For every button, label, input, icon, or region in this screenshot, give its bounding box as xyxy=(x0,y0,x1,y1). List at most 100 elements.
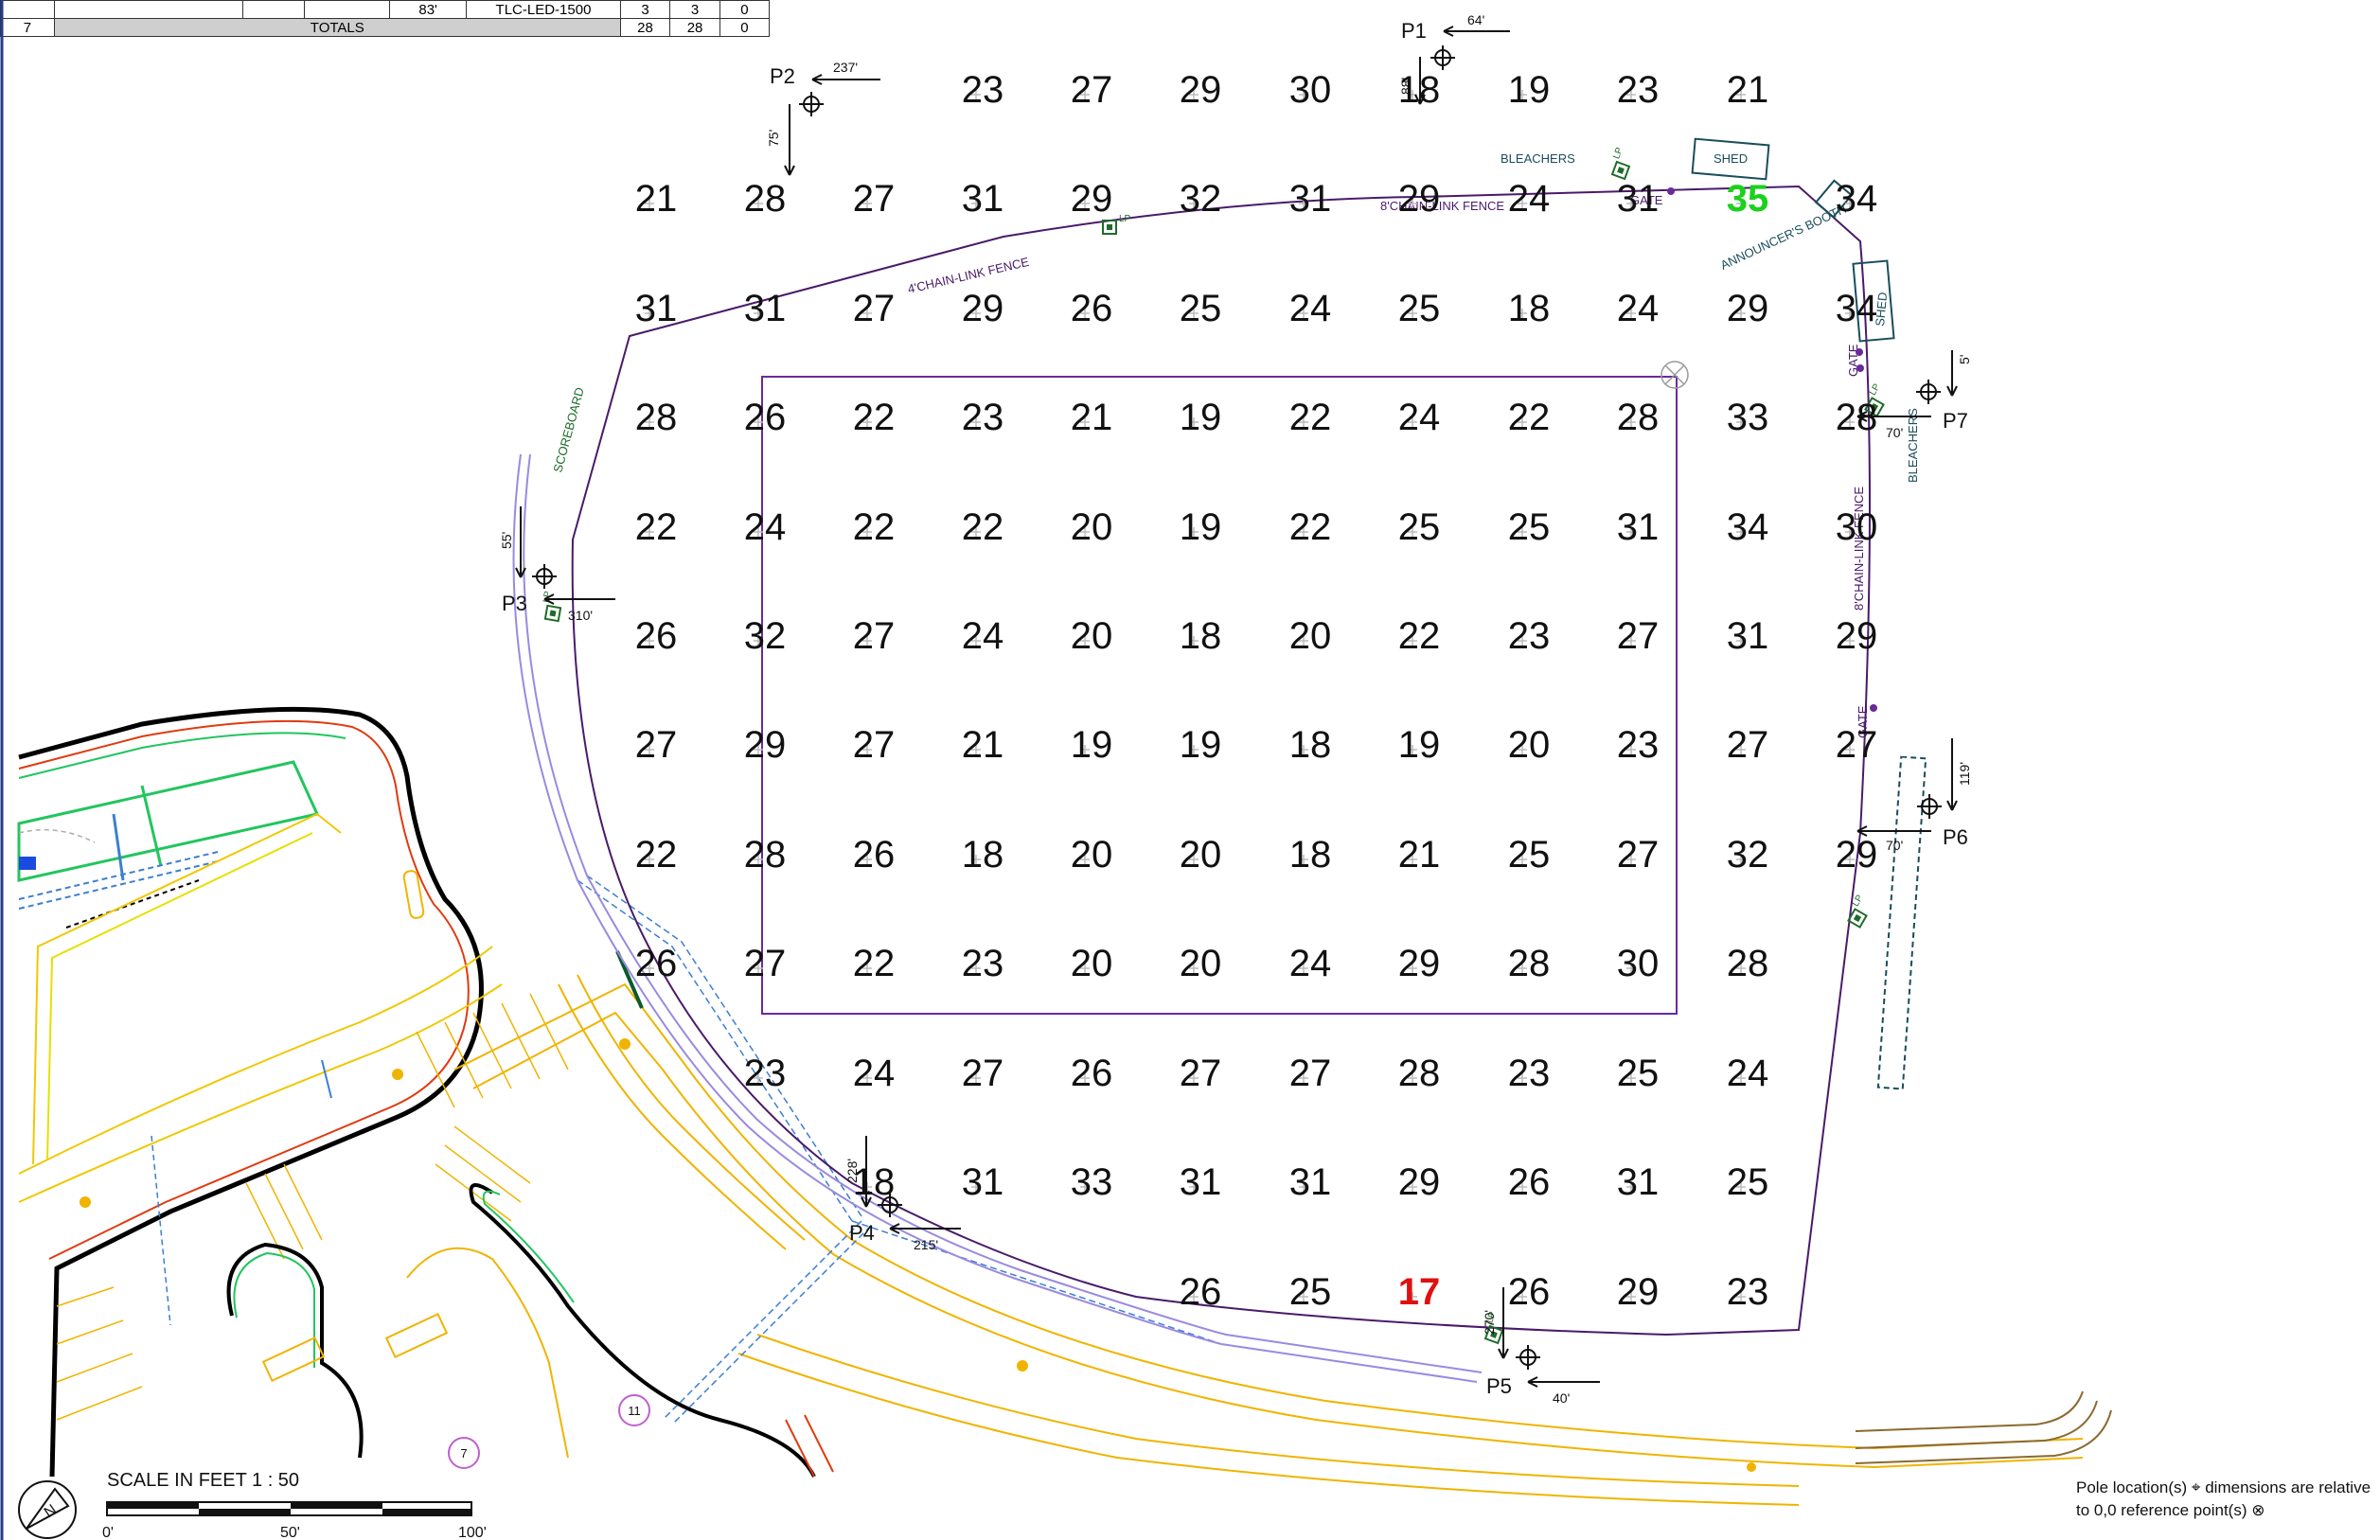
area-badges: 7 11 xyxy=(448,1394,650,1469)
badge-circle xyxy=(448,1437,480,1469)
calc-point-marker xyxy=(971,745,981,754)
calc-point-marker xyxy=(1299,1073,1308,1083)
booth-box xyxy=(1814,179,1854,219)
dimension-arrowhead xyxy=(889,1223,900,1234)
site-background xyxy=(17,706,2112,1506)
pole-symbol-icon xyxy=(878,1193,902,1217)
calc-point-marker xyxy=(1626,745,1636,754)
illuminance-value: 26 xyxy=(1508,1161,1551,1203)
pole-symbol-icon xyxy=(1916,380,1941,404)
calc-point-marker xyxy=(1736,1292,1746,1301)
calc-point-marker xyxy=(1736,417,1746,427)
calc-point-marker xyxy=(754,745,763,754)
dimension-arrowhead xyxy=(1414,94,1426,105)
lp-dot xyxy=(1107,224,1112,230)
calc-point-marker xyxy=(1518,417,1527,427)
illuminance-value: 19 xyxy=(1398,724,1441,766)
gate-label: GATE xyxy=(1630,193,1663,207)
illuminance-value: 26 xyxy=(853,834,896,876)
fence-label-right: 8'CHAIN-LINK FENCE xyxy=(1852,487,1866,611)
calc-point-marker xyxy=(754,855,763,864)
calc-point-marker xyxy=(1845,309,1855,318)
illuminance-value: 24 xyxy=(962,615,1004,657)
illuminance-value: 27 xyxy=(1180,1053,1222,1094)
illuminance-value: 28 xyxy=(1508,943,1551,984)
total-cell: 0 xyxy=(719,18,771,37)
illuminance-value: 29 xyxy=(1398,1161,1441,1203)
calc-point-marker xyxy=(971,527,981,537)
shed-box-right xyxy=(1852,259,1895,343)
calc-point-marker xyxy=(1408,417,1417,427)
calc-point-marker xyxy=(1408,527,1417,537)
calc-point-marker xyxy=(862,199,872,208)
illuminance-value: 23 xyxy=(962,943,1004,984)
pole-crosshair xyxy=(878,1193,902,1217)
illuminance-value: 20 xyxy=(1071,615,1113,657)
calc-point-marker xyxy=(1518,745,1527,754)
illuminance-value: 27 xyxy=(1289,1053,1332,1094)
total-cell: 28 xyxy=(619,18,671,37)
illuminance-value: 26 xyxy=(635,943,678,984)
calc-point-marker xyxy=(1299,964,1308,973)
calc-point-marker xyxy=(1626,417,1636,427)
calc-point-marker xyxy=(862,417,872,427)
lighting-panel-icon: LP xyxy=(542,590,562,623)
illuminance-value: 26 xyxy=(744,397,787,438)
calc-point-marker xyxy=(645,309,654,318)
calc-point-marker xyxy=(754,417,763,427)
calc-point-marker xyxy=(754,964,763,973)
calc-point-marker xyxy=(1845,417,1855,427)
scale-tick-0: 0' xyxy=(102,1525,114,1540)
illuminance-value: 22 xyxy=(1398,615,1441,657)
calc-point-marker xyxy=(1518,855,1527,864)
illuminance-value: 21 xyxy=(1071,397,1113,438)
illuminance-value: 22 xyxy=(962,506,1004,548)
scale-title: SCALE IN FEET 1 : 50 xyxy=(107,1470,299,1491)
calc-point-marker xyxy=(1189,855,1199,864)
lp-label: LP xyxy=(1851,893,1866,908)
lp-label: LP xyxy=(1611,146,1625,161)
calc-point-marker xyxy=(862,745,872,754)
shed-label-right: SHED xyxy=(1873,292,1890,327)
calc-point-marker xyxy=(1518,1292,1527,1301)
illuminance-value: 29 xyxy=(1727,288,1769,329)
calc-point-marker xyxy=(1299,417,1308,427)
illuminance-value: 27 xyxy=(1617,834,1660,876)
pole-p5: P5 270' 40' xyxy=(1482,1287,1600,1406)
illuminance-value: 18 xyxy=(853,1161,896,1203)
dimension-arrowhead xyxy=(1527,1376,1538,1388)
badge-11: 11 xyxy=(628,1404,641,1418)
calc-point-marker xyxy=(862,1073,872,1083)
calc-point-marker xyxy=(754,1073,763,1083)
scale-tick-50: 50' xyxy=(280,1525,300,1540)
illuminance-value: 28 xyxy=(1617,397,1660,438)
illuminance-value: 21 xyxy=(1727,69,1769,111)
calc-point-marker xyxy=(1626,1292,1636,1301)
dimension-label: 310' xyxy=(568,608,593,623)
pole-symbol-icon xyxy=(532,564,557,589)
calc-point-marker xyxy=(1080,417,1090,427)
illuminance-value: 29 xyxy=(1071,178,1113,220)
illuminance-value: 24 xyxy=(1727,1053,1769,1094)
calc-point-marker xyxy=(1518,309,1527,318)
calc-point-marker xyxy=(1845,527,1855,537)
calc-point-marker xyxy=(1189,1182,1199,1192)
illuminance-value: 24 xyxy=(1508,178,1551,220)
calc-point-marker xyxy=(1736,745,1746,754)
calc-point-marker xyxy=(862,964,872,973)
illuminance-value: 29 xyxy=(1617,1271,1660,1313)
calc-point-marker xyxy=(1518,90,1527,99)
illuminance-value: 22 xyxy=(1289,397,1332,438)
calc-point-marker xyxy=(1299,90,1308,99)
calc-point-marker xyxy=(971,1182,981,1192)
illuminance-value: 18 xyxy=(1508,288,1551,329)
calc-point-marker xyxy=(1299,1292,1308,1301)
illuminance-value: 26 xyxy=(1071,288,1113,329)
illuminance-value: 22 xyxy=(635,506,678,548)
calc-point-marker xyxy=(1845,745,1855,754)
illuminance-value: 32 xyxy=(1180,178,1222,220)
dimension-arrowhead xyxy=(1946,800,1958,811)
calc-point-marker xyxy=(645,964,654,973)
pole-p6: P6 119' 70' xyxy=(1856,738,1972,853)
